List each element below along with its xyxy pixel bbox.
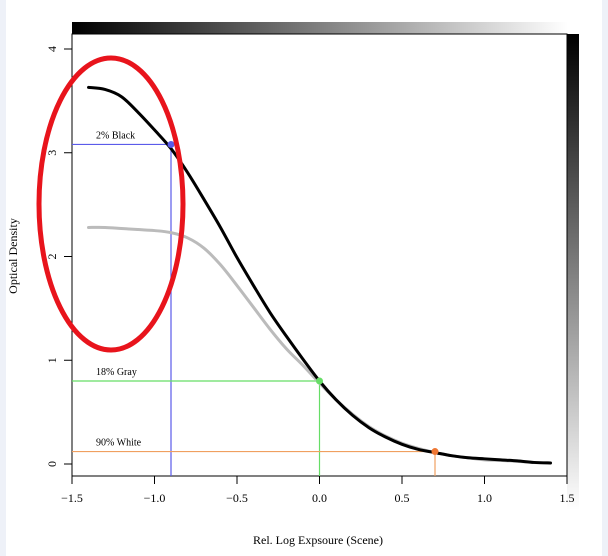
x-axis-title: Rel. Log Expsoure (Scene) — [253, 533, 383, 547]
x-tick-label: −1.0 — [144, 491, 166, 505]
x-tick-label: −0.5 — [226, 491, 248, 505]
left-window-edge — [0, 0, 6, 556]
annotation-labels: 2% Black 18% Gray 90% White — [96, 130, 142, 448]
y-axis-title: Optical Density — [6, 218, 20, 294]
x-tick-label: 0.0 — [312, 491, 327, 505]
x-tick-label: 1.5 — [560, 491, 575, 505]
y-tick-label: 3 — [45, 150, 59, 156]
x-tick-label: 0.5 — [395, 491, 410, 505]
top-gradient-bar — [72, 22, 568, 34]
annotation-label: 18% Gray — [96, 367, 137, 378]
y-tick-label: 4 — [45, 46, 59, 52]
y-tick-label: 0 — [45, 461, 59, 467]
y-tick-label: 2 — [45, 254, 59, 260]
annotation-label: 90% White — [96, 438, 142, 449]
annotation-points — [167, 140, 439, 456]
x-axis: −1.5 −1.0 −0.5 0.0 0.5 1.0 1.5 — [61, 476, 575, 505]
annotation-point — [316, 377, 323, 385]
annotation-lines — [72, 143, 436, 476]
right-window-edge — [602, 0, 608, 556]
annotation-point — [431, 448, 439, 456]
annotation-label: 2% Black — [96, 130, 135, 141]
annotation-point — [167, 140, 175, 148]
highlight-ellipse — [36, 55, 186, 353]
x-tick-label: −1.5 — [61, 491, 83, 505]
right-gradient-bar — [567, 34, 579, 510]
x-tick-label: 1.0 — [477, 491, 492, 505]
y-tick-label: 1 — [45, 357, 59, 363]
y-axis: 0 1 2 3 4 — [45, 46, 72, 467]
